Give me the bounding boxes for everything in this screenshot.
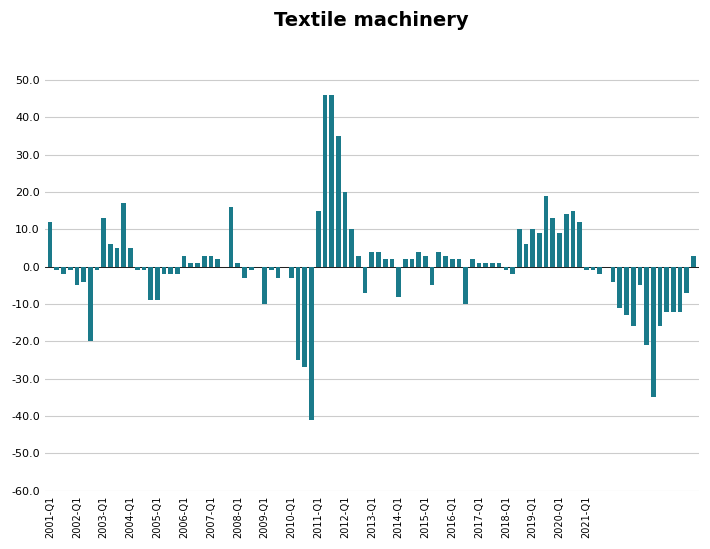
Bar bbox=[430, 267, 435, 285]
Bar bbox=[336, 136, 341, 267]
Bar bbox=[55, 267, 59, 271]
Bar bbox=[437, 252, 441, 267]
Bar bbox=[248, 267, 253, 271]
Bar bbox=[215, 259, 220, 267]
Bar bbox=[611, 267, 616, 282]
Bar bbox=[557, 233, 562, 267]
Bar bbox=[618, 267, 622, 308]
Bar bbox=[48, 222, 53, 267]
Bar bbox=[523, 244, 528, 267]
Bar bbox=[202, 255, 207, 267]
Bar bbox=[81, 267, 86, 282]
Bar bbox=[638, 267, 643, 285]
Bar bbox=[141, 267, 146, 271]
Bar bbox=[657, 267, 662, 327]
Bar bbox=[296, 267, 300, 360]
Bar bbox=[591, 267, 595, 271]
Bar bbox=[155, 267, 160, 300]
Bar bbox=[678, 267, 682, 311]
Bar bbox=[115, 248, 119, 267]
Bar bbox=[457, 259, 462, 267]
Bar bbox=[490, 263, 495, 267]
Bar bbox=[363, 267, 368, 293]
Bar bbox=[684, 267, 689, 293]
Bar bbox=[383, 259, 388, 267]
Bar bbox=[510, 267, 515, 274]
Bar bbox=[631, 267, 635, 327]
Bar bbox=[242, 267, 247, 278]
Bar bbox=[665, 267, 669, 311]
Bar bbox=[403, 259, 408, 267]
Bar bbox=[148, 267, 153, 300]
Bar bbox=[108, 244, 113, 267]
Bar bbox=[564, 215, 569, 267]
Bar bbox=[450, 259, 454, 267]
Bar bbox=[470, 259, 475, 267]
Bar bbox=[443, 255, 448, 267]
Bar bbox=[329, 95, 334, 267]
Bar bbox=[289, 267, 294, 278]
Bar bbox=[390, 259, 394, 267]
Bar bbox=[269, 267, 273, 271]
Bar bbox=[68, 267, 72, 271]
Bar bbox=[209, 255, 213, 267]
Bar bbox=[484, 263, 488, 267]
Bar bbox=[517, 229, 522, 267]
Bar bbox=[309, 267, 314, 420]
Bar bbox=[544, 196, 548, 267]
Bar bbox=[644, 267, 649, 345]
Bar bbox=[550, 218, 555, 267]
Bar bbox=[410, 259, 415, 267]
Bar bbox=[396, 267, 401, 296]
Bar bbox=[571, 211, 575, 267]
Title: Textile machinery: Textile machinery bbox=[275, 11, 469, 30]
Bar bbox=[503, 267, 508, 271]
Bar bbox=[94, 267, 99, 271]
Bar bbox=[537, 233, 542, 267]
Bar bbox=[182, 255, 187, 267]
Bar bbox=[497, 263, 501, 267]
Bar bbox=[75, 267, 80, 285]
Bar bbox=[476, 263, 481, 267]
Bar bbox=[671, 267, 676, 311]
Bar bbox=[188, 263, 193, 267]
Bar bbox=[423, 255, 427, 267]
Bar bbox=[102, 218, 106, 267]
Bar bbox=[322, 95, 327, 267]
Bar bbox=[464, 267, 468, 304]
Bar bbox=[302, 267, 307, 367]
Bar bbox=[416, 252, 421, 267]
Bar bbox=[577, 222, 582, 267]
Bar bbox=[175, 267, 180, 274]
Bar bbox=[316, 211, 320, 267]
Bar bbox=[343, 192, 347, 267]
Bar bbox=[651, 267, 655, 397]
Bar bbox=[229, 207, 234, 267]
Bar bbox=[162, 267, 166, 274]
Bar bbox=[275, 267, 280, 278]
Bar bbox=[530, 229, 535, 267]
Bar bbox=[584, 267, 589, 271]
Bar bbox=[61, 267, 66, 274]
Bar bbox=[236, 263, 240, 267]
Bar bbox=[129, 248, 133, 267]
Bar bbox=[88, 267, 92, 341]
Bar bbox=[121, 203, 126, 267]
Bar bbox=[262, 267, 267, 304]
Bar bbox=[168, 267, 173, 274]
Bar bbox=[349, 229, 354, 267]
Bar bbox=[356, 255, 361, 267]
Bar bbox=[369, 252, 374, 267]
Bar bbox=[624, 267, 629, 315]
Bar bbox=[135, 267, 140, 271]
Bar bbox=[376, 252, 381, 267]
Bar bbox=[597, 267, 602, 274]
Bar bbox=[691, 255, 696, 267]
Bar bbox=[195, 263, 200, 267]
